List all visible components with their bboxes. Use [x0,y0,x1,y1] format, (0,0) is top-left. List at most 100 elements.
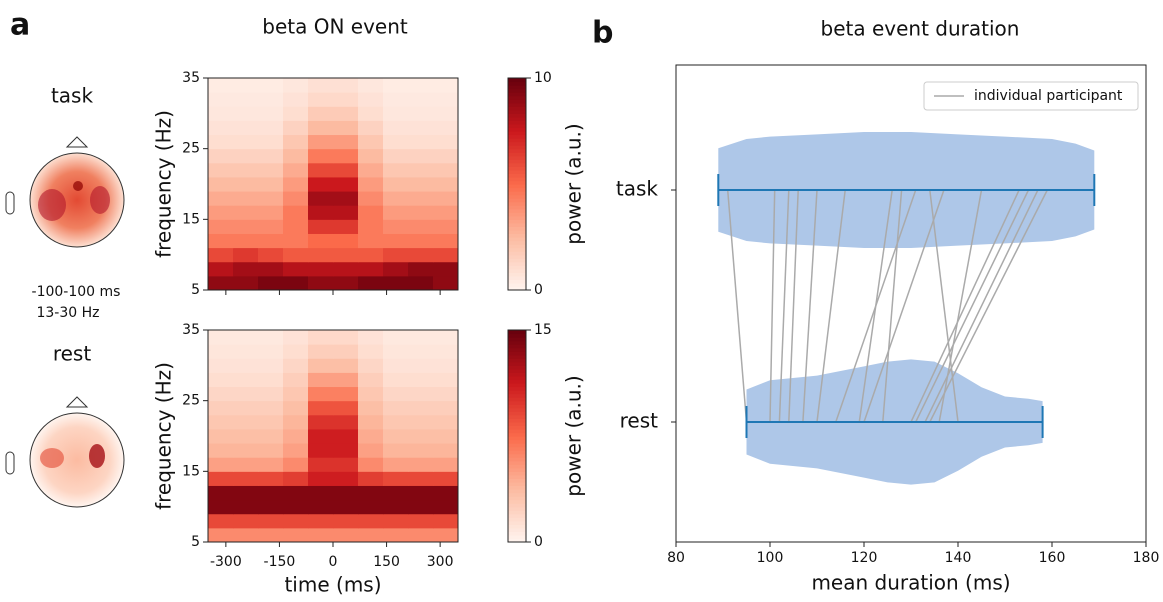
heat-cell [433,247,459,263]
heat-cell [308,513,334,529]
heat-cell [283,134,309,150]
colorbar-step [508,229,526,235]
heat-cell [408,247,434,263]
panel-label: a [10,8,30,43]
colorbar-step [508,272,526,277]
colorbar-step [508,446,526,451]
heat-cell [308,275,334,291]
heat-cell [433,330,459,345]
heat-cell [358,513,384,529]
heat-cell [283,162,309,178]
colorbar-step [508,184,526,189]
heat-cell [283,261,309,277]
heat-cell [208,219,234,234]
heat-cell [283,471,309,486]
colorbar-step [508,499,526,504]
heat-cell [408,443,434,458]
colorbar-step [508,212,526,217]
heat-cell [208,162,234,178]
heat-cell [258,247,284,263]
colorbar-step [508,155,526,160]
heat-cell [208,471,234,486]
heat-cell [308,261,334,277]
x-tick-label: 80 [667,550,685,566]
colorbar-step [508,400,526,405]
heat-cell [333,400,359,416]
heat-cell [358,162,384,178]
heat-cell [258,471,284,486]
heat-cell [208,148,234,164]
heat-cell [308,400,334,416]
x-tick-label: 120 [851,550,878,566]
row-label: rest [53,342,92,366]
colorbar-step [508,407,526,412]
heat-cell [383,120,409,136]
heat-cell [383,400,409,416]
topomap-note: -100-100 ms [32,284,121,300]
colorbar-step [508,503,526,508]
panel-label: b [592,16,613,51]
participant-line [816,189,846,423]
heat-cell [383,344,409,359]
heat-cell [308,386,334,402]
heat-cell [283,386,309,402]
colorbar-step [508,226,526,231]
heat-cell [233,261,259,277]
heat-cell [333,275,359,291]
heat-cell [258,358,284,373]
participant-line [788,189,799,423]
heat-cell [333,428,359,444]
heat-cell [433,499,459,515]
heat-cell [233,485,259,501]
heat-cell [408,78,434,93]
heat-cell [308,176,334,192]
heat-cell [383,78,409,93]
heat-cell [358,457,384,472]
heat-cell [258,428,284,444]
colorbar-step [508,251,526,256]
heat-cell [333,148,359,164]
heat-cell [258,78,284,93]
heat-cell [358,372,384,388]
colorbar-step [508,198,526,203]
heat-cell [283,358,309,373]
heat-cell [283,485,309,501]
heat-cell [433,78,459,93]
heat-cell [208,414,234,430]
heat-cell [233,471,259,486]
heat-cell [308,485,334,501]
heat-cell [258,457,284,472]
colorbar-step [508,344,526,349]
heat-cell [358,344,384,359]
heat-cell [383,275,409,291]
heat-cell [233,233,259,249]
colorbar-step [508,351,526,356]
legend-label: individual participant [974,88,1123,104]
colorbar-step [508,354,526,359]
heat-cell [283,499,309,515]
heat-cell [233,106,259,121]
colorbar-step [508,85,526,90]
heat-cell [408,485,434,501]
colorbar-step [508,169,526,174]
colorbar-step [508,265,526,270]
heat-cell [358,233,384,249]
colorbar-step [508,219,526,224]
colorbar-step [508,258,526,263]
colorbar-step [508,194,526,199]
colorbar-step [508,450,526,455]
colorbar-step [508,173,526,178]
colorbar-step [508,496,526,501]
heat-cell [208,247,234,263]
heat-cell [433,191,459,206]
colorbar-step [508,145,526,150]
heat-cell [433,372,459,388]
colorbar-step [508,237,526,242]
heat-cell [433,358,459,373]
colorbar-step [508,390,526,395]
colorbar-step [508,393,526,398]
heat-cell [383,485,409,501]
heat-cell [333,372,359,388]
heat-cell [258,527,284,543]
heat-cell [283,330,309,345]
